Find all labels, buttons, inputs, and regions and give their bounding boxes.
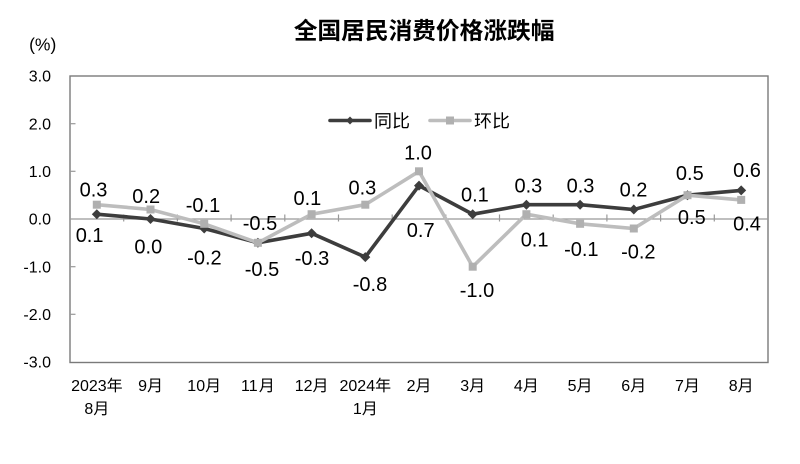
svg-text:0.3: 0.3 (80, 179, 108, 201)
svg-text:10: 10 (187, 378, 205, 395)
svg-text:-1.0: -1.0 (23, 259, 51, 276)
svg-text:0.0: 0.0 (29, 212, 51, 229)
svg-text:3: 3 (460, 378, 469, 395)
svg-text:(%): (%) (29, 35, 56, 55)
svg-text:0.3: 0.3 (514, 175, 542, 197)
svg-text:2: 2 (407, 378, 416, 395)
svg-text:-0.5: -0.5 (245, 259, 279, 281)
svg-text:0.3: 0.3 (348, 178, 376, 200)
svg-text:0.6: 0.6 (733, 160, 761, 182)
svg-text:5: 5 (568, 378, 577, 395)
svg-text:1: 1 (353, 401, 362, 418)
svg-text:3.0: 3.0 (29, 69, 51, 86)
svg-text:0.1: 0.1 (521, 229, 549, 251)
svg-text:0.0: 0.0 (134, 237, 162, 259)
svg-text:2.0: 2.0 (29, 116, 51, 133)
svg-text:-0.1: -0.1 (186, 195, 220, 217)
svg-text:2024: 2024 (340, 378, 376, 395)
svg-text:0.2: 0.2 (620, 180, 648, 202)
svg-text:9: 9 (138, 378, 147, 395)
svg-text:0.2: 0.2 (132, 186, 160, 208)
svg-text:0.7: 0.7 (407, 220, 435, 242)
svg-text:0.5: 0.5 (678, 207, 706, 229)
svg-text:0.4: 0.4 (733, 214, 761, 236)
svg-text:12: 12 (295, 378, 313, 395)
svg-text:4: 4 (514, 378, 523, 395)
svg-text:1.0: 1.0 (404, 143, 432, 165)
svg-text:7: 7 (675, 378, 684, 395)
svg-text:8: 8 (729, 378, 738, 395)
svg-text:0.1: 0.1 (76, 225, 104, 247)
svg-text:0.5: 0.5 (676, 163, 704, 185)
svg-text:0.3: 0.3 (567, 176, 595, 198)
svg-text:-0.5: -0.5 (243, 213, 277, 235)
svg-text:6: 6 (621, 378, 630, 395)
svg-text:-0.2: -0.2 (621, 242, 655, 264)
svg-text:-1.0: -1.0 (460, 280, 494, 302)
svg-text:8: 8 (84, 401, 93, 418)
svg-text:-0.2: -0.2 (187, 248, 221, 270)
svg-text:-0.3: -0.3 (295, 248, 329, 270)
svg-text:-0.8: -0.8 (353, 274, 387, 296)
svg-text:11: 11 (241, 378, 258, 395)
svg-text:-2.0: -2.0 (23, 307, 51, 324)
svg-text:-0.1: -0.1 (564, 239, 598, 261)
svg-text:2023: 2023 (71, 378, 107, 395)
svg-text:-3.0: -3.0 (23, 355, 51, 372)
svg-text:0.1: 0.1 (461, 184, 489, 206)
svg-text:1.0: 1.0 (29, 164, 51, 181)
svg-text:0.1: 0.1 (293, 188, 321, 210)
